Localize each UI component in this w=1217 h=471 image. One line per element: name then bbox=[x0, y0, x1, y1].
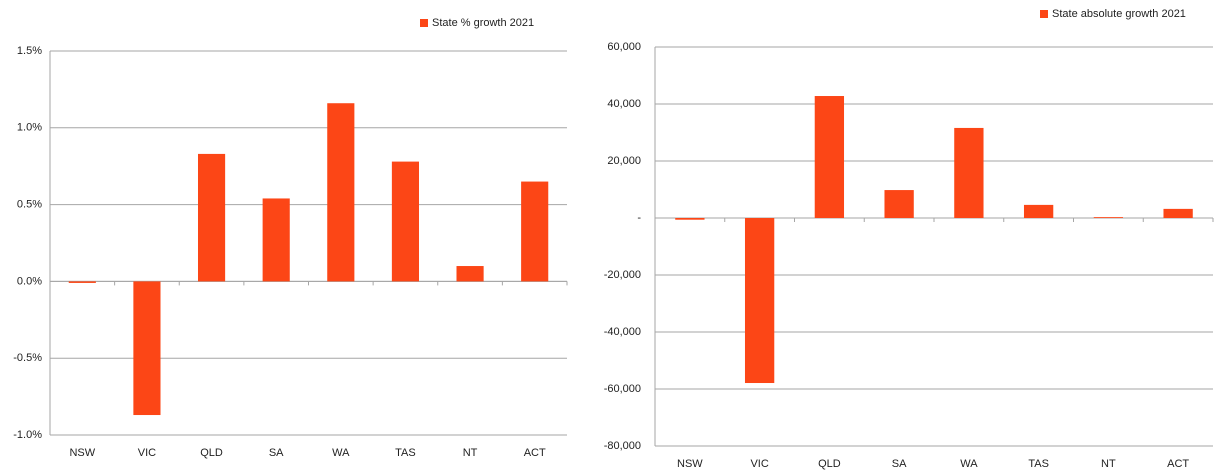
legend-label: State absolute growth 2021 bbox=[1052, 8, 1186, 20]
y-tick-label: 20,000 bbox=[607, 155, 641, 167]
bar bbox=[456, 266, 484, 282]
x-tick-label: SA bbox=[269, 447, 284, 459]
bar bbox=[954, 127, 984, 218]
bar bbox=[814, 96, 845, 218]
x-tick-label: QLD bbox=[818, 458, 841, 470]
y-tick-label: -20,000 bbox=[604, 269, 641, 281]
y-tick-label: 60,000 bbox=[607, 41, 641, 53]
bar bbox=[1163, 208, 1193, 218]
x-tick-label: ACT bbox=[1167, 458, 1189, 470]
x-tick-label: TAS bbox=[395, 447, 416, 459]
y-tick-label: - bbox=[637, 212, 641, 224]
y-tick-label: 40,000 bbox=[607, 98, 641, 110]
x-tick-label: NT bbox=[463, 447, 478, 459]
bar bbox=[1023, 204, 1054, 218]
x-tick-label: QLD bbox=[200, 447, 223, 459]
x-tick-label: ACT bbox=[524, 447, 546, 459]
bar bbox=[884, 190, 914, 218]
x-tick-label: NSW bbox=[69, 447, 95, 459]
bar bbox=[133, 281, 161, 416]
x-tick-label: VIC bbox=[138, 447, 156, 459]
bar bbox=[1093, 217, 1124, 218]
legend-swatch bbox=[420, 19, 428, 27]
bar bbox=[391, 161, 420, 282]
bar bbox=[327, 103, 355, 282]
legend-label: State % growth 2021 bbox=[432, 17, 534, 29]
bar bbox=[197, 153, 226, 282]
y-tick-label: 1.0% bbox=[17, 122, 42, 134]
bar bbox=[521, 181, 549, 282]
bar bbox=[262, 198, 290, 282]
bar bbox=[68, 281, 96, 283]
x-tick-label: WA bbox=[332, 447, 350, 459]
y-tick-label: 0.5% bbox=[17, 199, 42, 211]
bar bbox=[675, 218, 705, 220]
y-tick-label: -40,000 bbox=[604, 326, 641, 338]
y-tick-label: 0.0% bbox=[17, 275, 42, 287]
x-tick-label: NT bbox=[1101, 458, 1116, 470]
bar bbox=[744, 218, 775, 384]
x-tick-label: NSW bbox=[677, 458, 703, 470]
y-tick-label: -0.5% bbox=[13, 352, 42, 364]
x-tick-label: WA bbox=[960, 458, 978, 470]
y-tick-label: -60,000 bbox=[604, 383, 641, 395]
x-tick-label: TAS bbox=[1028, 458, 1049, 470]
x-tick-label: VIC bbox=[750, 458, 768, 470]
y-tick-label: 1.5% bbox=[17, 45, 42, 57]
legend-swatch bbox=[1040, 10, 1048, 18]
y-tick-label: -1.0% bbox=[13, 429, 42, 441]
y-tick-label: -80,000 bbox=[604, 440, 641, 452]
x-tick-label: SA bbox=[892, 458, 907, 470]
